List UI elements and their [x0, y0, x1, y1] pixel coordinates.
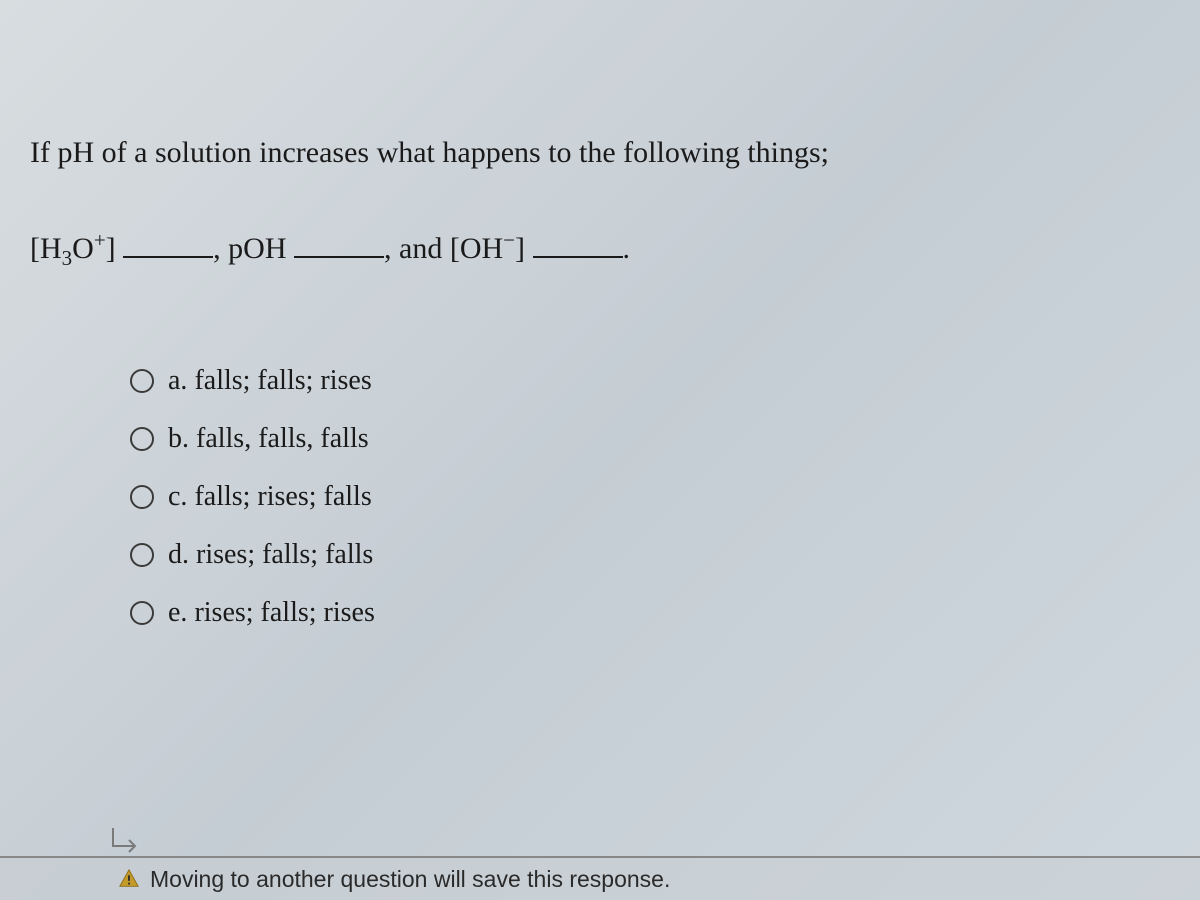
option-b[interactable]: b. falls, falls, falls: [130, 423, 1170, 455]
radio-c[interactable]: [130, 485, 154, 509]
radio-a[interactable]: [130, 369, 154, 393]
warning-icon: [118, 868, 140, 890]
option-e[interactable]: e. rises; falls; rises: [130, 597, 1170, 629]
question-blanks: [H3O+] , pOH , and [OH−] .: [30, 225, 1170, 275]
option-d[interactable]: d. rises; falls; falls: [130, 539, 1170, 571]
radio-e[interactable]: [130, 601, 154, 625]
option-label: a. falls; falls; rises: [168, 365, 372, 397]
radio-b[interactable]: [130, 427, 154, 451]
options-list: a. falls; falls; rises b. falls, falls, …: [30, 365, 1170, 629]
option-c[interactable]: c. falls; rises; falls: [130, 481, 1170, 513]
footer-message: Moving to another question will save thi…: [150, 866, 670, 893]
reply-arrow-icon: [105, 820, 145, 860]
option-a[interactable]: a. falls; falls; rises: [130, 365, 1170, 397]
footer-bar: Moving to another question will save thi…: [0, 856, 1200, 900]
radio-d[interactable]: [130, 543, 154, 567]
option-label: b. falls, falls, falls: [168, 423, 369, 455]
question-prompt: If pH of a solution increases what happe…: [30, 130, 1170, 175]
option-label: d. rises; falls; falls: [168, 539, 373, 571]
question-container: If pH of a solution increases what happe…: [0, 0, 1200, 629]
option-label: e. rises; falls; rises: [168, 597, 375, 629]
option-label: c. falls; rises; falls: [168, 481, 372, 513]
